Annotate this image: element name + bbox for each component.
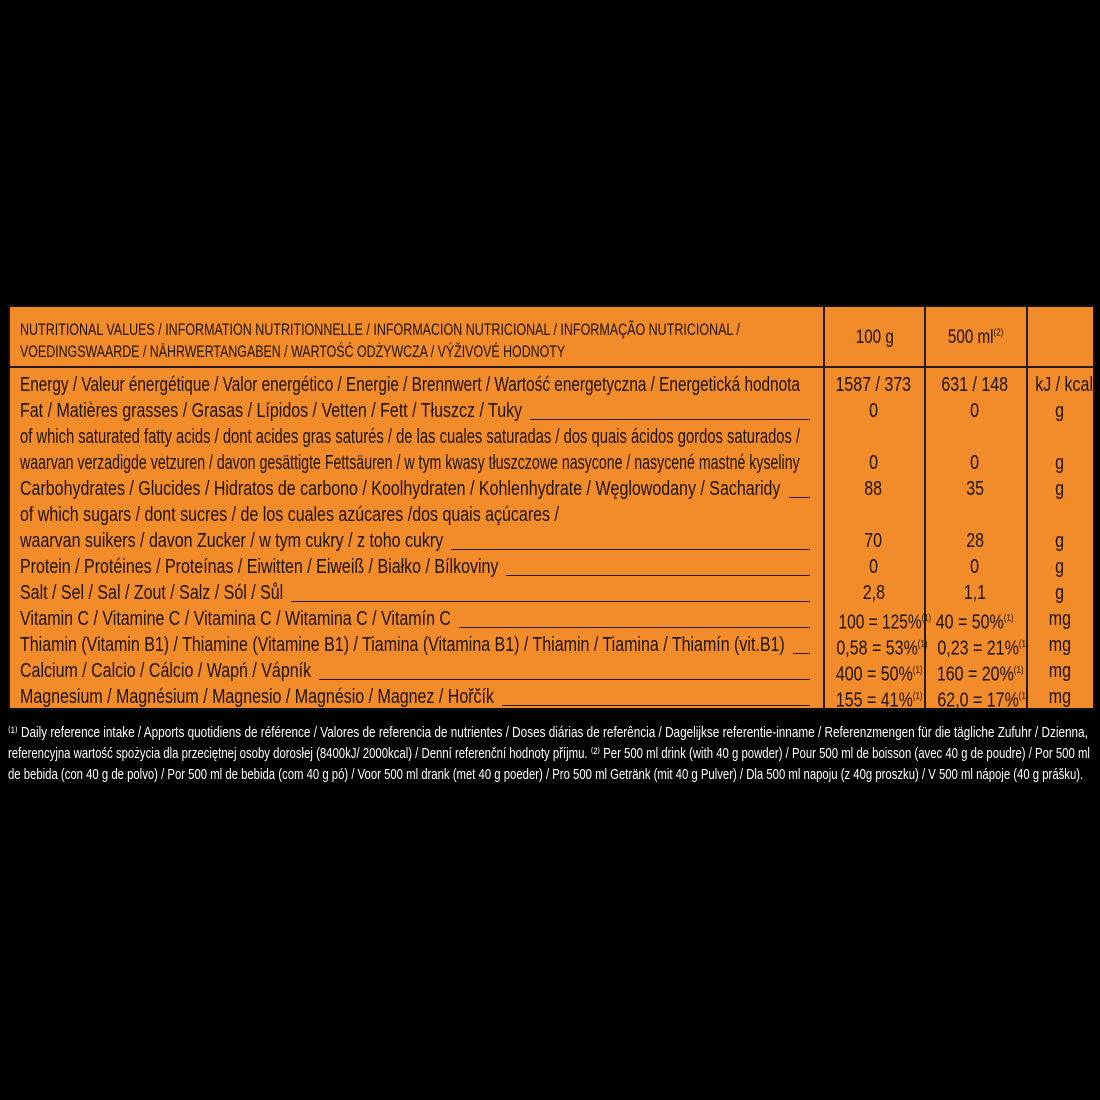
value-100g: 2,8 (862, 582, 885, 604)
footnote-line-2: referencyjna wartość spożycia dla przeci… (8, 745, 1090, 762)
nutrient-label: waarvan verzadigde vetzuren / davon gesä… (20, 452, 800, 474)
nutrient-label: Salt / Sel / Sal / Zout / Salz / Sól / S… (20, 582, 284, 604)
unit: mg (1048, 686, 1071, 708)
column-header-100g: 100 g (825, 327, 924, 349)
nutrient-label: Carbohydrates / Glucides / Hidratos de c… (20, 478, 781, 500)
leader-line (459, 627, 810, 628)
nutrient-label: Protein / Protéines / Proteínas / Eiwitt… (20, 556, 499, 578)
footnote-ref: (1) (1018, 691, 1029, 702)
footnote-ref: (1) (912, 691, 923, 702)
leader-line (506, 575, 810, 576)
column-header-500ml-label: 500 ml (948, 327, 994, 348)
table-title: NUTRITIONAL VALUES / INFORMATION NUTRITI… (20, 319, 999, 363)
column-header-100g-label: 100 g (855, 327, 894, 348)
value-500ml: 631 / 148 (941, 374, 1009, 396)
nutrient-label: Vitamin C / Vitamine C / Vitamina C / Wi… (20, 608, 451, 630)
value-500ml: 0,23 = 21%(1) (937, 637, 1029, 660)
column-divider (924, 307, 926, 708)
nutrient-row: waarvan suikers / davon Zucker / w tym c… (20, 528, 1093, 554)
value-500ml: 1,1 (963, 582, 987, 604)
leader-line (319, 679, 810, 680)
footnote-ref: (1) (1018, 639, 1029, 650)
nutrient-label: Energy / Valeur énergétique / Valor ener… (20, 374, 800, 396)
unit: g (1055, 582, 1064, 604)
unit: g (1055, 556, 1064, 578)
leader-line (291, 601, 810, 602)
value-100g: 88 (864, 478, 883, 500)
value-500ml: 35 (966, 478, 984, 500)
footnote-ref: (1) (1013, 665, 1024, 676)
column-divider (823, 307, 825, 708)
unit: g (1055, 452, 1064, 474)
nutrient-label: Magnesium / Magnésium / Magnesio / Magné… (20, 686, 494, 708)
value-500ml: 160 = 20%(1) (936, 663, 1024, 686)
value-100g: 1587 / 373 (835, 374, 912, 396)
nutrient-label: Calcium / Calcio / Cálcio / Wapń / Vápní… (20, 660, 312, 682)
nutrient-row: Vitamin C / Vitamine C / Vitamina C / Wi… (20, 606, 1093, 634)
nutrient-label: of which saturated fatty acids / dont ac… (20, 426, 801, 448)
column-divider (1026, 307, 1028, 708)
footnote-ref: (1) (912, 665, 923, 676)
nutrient-row: Calcium / Calcio / Cálcio / Wapń / Vápní… (20, 658, 1093, 686)
leader-line (788, 497, 810, 498)
nutrient-row: of which sugars / dont sucres / de los c… (20, 502, 1093, 528)
value-100g: 0 (869, 400, 878, 422)
header-divider (10, 366, 1093, 368)
leader-line (792, 653, 810, 654)
value-100g: 0 (869, 452, 878, 474)
nutrient-label: of which sugars / dont sucres / de los c… (20, 504, 559, 526)
nutrient-row: Energy / Valeur énergétique / Valor ener… (20, 372, 1093, 398)
nutrient-row: Fat / Matières grasses / Grasas / Lípido… (20, 398, 1093, 424)
value-500ml: 0 (970, 400, 980, 422)
title-line-2: VOEDINGSWAARDE / NÄHRWERTANGABEN / WARTO… (20, 342, 566, 361)
nutrition-table: NUTRITIONAL VALUES / INFORMATION NUTRITI… (8, 305, 1095, 712)
nutrient-row: waarvan verzadigde vetzuren / davon gesä… (20, 450, 1093, 476)
unit: mg (1048, 660, 1071, 682)
nutrient-row: of which saturated fatty acids / dont ac… (20, 424, 1093, 450)
value-100g: 70 (864, 530, 883, 552)
column-header-500ml: 500 ml(2) (926, 327, 1026, 349)
value-100g: 155 = 41%(1) (835, 689, 923, 712)
nutrient-row: Salt / Sel / Sal / Zout / Salz / Sól / S… (20, 580, 1093, 606)
footnote-ref: (1) (921, 613, 932, 624)
unit: g (1055, 478, 1064, 500)
nutrient-row: Thiamin (Vitamin B1) / Thiamine (Vitamin… (20, 632, 1093, 660)
value-100g: 400 = 50%(1) (835, 663, 923, 686)
title-line-1: NUTRITIONAL VALUES / INFORMATION NUTRITI… (20, 320, 740, 339)
nutrient-label: Fat / Matières grasses / Grasas / Lípido… (20, 400, 523, 422)
unit: g (1055, 400, 1064, 422)
footnotes: ⁽¹⁾ Daily reference intake / Apports quo… (8, 722, 1092, 785)
nutrient-row: Magnesium / Magnésium / Magnesio / Magné… (20, 684, 1093, 712)
footnote-ref: (1) (1004, 613, 1014, 624)
unit: g (1055, 530, 1064, 552)
footnote-line-3: de bebida (con 40 g de polvo) / Por 500 … (8, 766, 1084, 783)
footnote-ref: (2) (993, 327, 1004, 339)
value-500ml: 0 (970, 556, 980, 578)
value-500ml: 40 = 50%(1) (936, 611, 1014, 634)
nutrient-row: Carbohydrates / Glucides / Hidratos de c… (20, 476, 1093, 502)
nutrient-label: Thiamin (Vitamin B1) / Thiamine (Vitamin… (20, 634, 785, 656)
value-500ml: 28 (966, 530, 984, 552)
unit: mg (1048, 608, 1071, 630)
leader-line (530, 419, 810, 420)
unit: mg (1048, 634, 1071, 656)
value-100g: 100 = 125%(1) (838, 611, 932, 634)
value-100g: 0,58 = 53%(1) (836, 637, 928, 660)
nutrient-row: Protein / Protéines / Proteínas / Eiwitt… (20, 554, 1093, 580)
value-500ml: 0 (970, 452, 980, 474)
leader-line (451, 549, 810, 550)
value-500ml: 62,0 = 17%(1) (937, 689, 1029, 712)
footnote-ref: (1) (917, 639, 928, 650)
value-100g: 0 (869, 556, 878, 578)
unit: kJ / kcal (1035, 374, 1094, 396)
leader-line (501, 705, 810, 706)
nutrient-label: waarvan suikers / davon Zucker / w tym c… (20, 530, 444, 552)
footnote-line-1: ⁽¹⁾ Daily reference intake / Apports quo… (8, 724, 1088, 741)
